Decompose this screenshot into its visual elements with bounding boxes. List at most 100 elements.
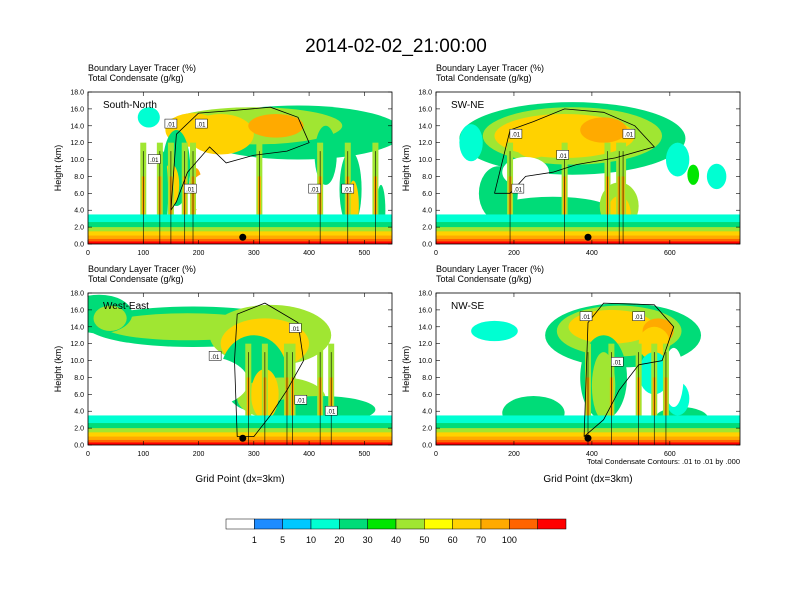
y-tick-label: 12.0 xyxy=(418,140,432,147)
tracer-field-region xyxy=(471,320,518,342)
x-axis-label: Grid Point (dx=3km) xyxy=(543,474,632,485)
contour-label-box xyxy=(509,128,523,139)
contour-label: .01 xyxy=(512,133,521,139)
panel-2: Boundary Layer Tracer (%)Total Condensat… xyxy=(401,63,741,257)
location-marker xyxy=(584,233,592,241)
colorbar: 1 5 10 20 30 40 50 60 70 100 xyxy=(225,518,567,545)
y-tick-label: 4.0 xyxy=(422,208,432,215)
contour-label: .01 xyxy=(310,188,319,194)
x-tick-label: 0 xyxy=(434,451,438,458)
tracer-field-region xyxy=(248,113,304,138)
y-tick-label: 2.0 xyxy=(74,426,84,433)
x-tick-label: 200 xyxy=(508,451,520,458)
y-tick-label: 14.0 xyxy=(70,324,84,331)
contour-label-box xyxy=(164,118,178,129)
y-tick-label: 16.0 xyxy=(418,106,432,113)
boundary-layer-band xyxy=(436,241,740,244)
plot-frame xyxy=(435,91,741,245)
contour-label-box xyxy=(195,118,208,129)
tracer-field-region xyxy=(93,305,127,332)
x-axis-label: Grid Point (dx=3km) xyxy=(195,474,284,485)
y-tick-label: 4.0 xyxy=(74,409,84,416)
tracer-field-region xyxy=(706,163,727,190)
y-tick-label: 18.0 xyxy=(418,291,432,298)
contour-label-box xyxy=(341,183,355,194)
tracer-field-region xyxy=(580,117,627,143)
panel-header-line: Total Condensate (g/kg) xyxy=(88,73,184,83)
colorbar-swatch xyxy=(480,518,510,530)
y-tick-label: 12.0 xyxy=(70,341,84,348)
colorbar-label: 20 xyxy=(334,535,344,545)
x-tick-label: 500 xyxy=(359,451,371,458)
panel-label: NW-SE xyxy=(451,301,484,312)
y-tick-label: 10.0 xyxy=(70,358,84,365)
panels: Boundary Layer Tracer (%)Total Condensat… xyxy=(53,63,741,485)
boundary-layer-band xyxy=(88,241,392,244)
y-axis-label: Height (km) xyxy=(401,145,411,192)
panel-header-line: Boundary Layer Tracer (%) xyxy=(436,63,544,73)
contour-label-box xyxy=(579,311,593,321)
tracer-field-region xyxy=(513,127,553,158)
y-tick-label: 6.0 xyxy=(74,392,84,399)
colorbar-label: 10 xyxy=(306,535,316,545)
y-tick-label: 2.0 xyxy=(422,225,432,232)
tracer-field-region xyxy=(687,164,700,185)
y-tick-label: 10.0 xyxy=(418,358,432,365)
contour-label: .01 xyxy=(150,158,159,164)
contour-label-box xyxy=(148,154,161,164)
x-tick-label: 0 xyxy=(434,250,438,257)
contour-label-box xyxy=(610,356,624,367)
colorbar-swatch xyxy=(424,518,453,530)
panel-4: Boundary Layer Tracer (%)Total Condensat… xyxy=(401,264,741,485)
panel-header-line: Boundary Layer Tracer (%) xyxy=(436,264,544,274)
contour-label-box xyxy=(632,311,645,321)
x-tick-label: 600 xyxy=(664,451,676,458)
location-marker xyxy=(239,434,247,442)
panel-label: SW-NE xyxy=(451,100,484,111)
x-tick-label: 500 xyxy=(359,250,371,257)
x-tick-label: 300 xyxy=(248,451,260,458)
colorbar-label: 50 xyxy=(419,535,429,545)
contour-label: .01 xyxy=(625,133,634,139)
y-tick-label: 4.0 xyxy=(422,409,432,416)
colorbar-swatch xyxy=(225,518,255,530)
panel-1: Boundary Layer Tracer (%)Total Condensat… xyxy=(53,63,393,257)
y-tick-label: 18.0 xyxy=(70,90,84,97)
contour-label-box xyxy=(184,183,197,194)
y-tick-label: 6.0 xyxy=(422,191,432,198)
location-marker xyxy=(584,434,592,442)
y-tick-label: 0.0 xyxy=(422,443,432,450)
x-tick-label: 300 xyxy=(248,250,260,257)
y-tick-label: 6.0 xyxy=(422,392,432,399)
contour-label-box xyxy=(556,150,569,160)
colorbar-label: 60 xyxy=(448,535,458,545)
colorbar-label: 30 xyxy=(363,535,373,545)
colorbar-swatch xyxy=(452,518,482,530)
panel-header-line: Total Condensate (g/kg) xyxy=(436,274,532,284)
y-tick-label: 8.0 xyxy=(74,375,84,382)
y-tick-label: 0.0 xyxy=(422,242,432,249)
contour-label: .01 xyxy=(327,410,336,416)
y-tick-label: 0.0 xyxy=(74,443,84,450)
contour-label-box xyxy=(511,183,525,194)
clear-air-region xyxy=(159,356,249,407)
clear-air-region xyxy=(187,168,265,219)
x-tick-label: 200 xyxy=(193,250,205,257)
x-tick-label: 200 xyxy=(508,250,520,257)
panel-header-line: Total Condensate (g/kg) xyxy=(88,274,184,284)
contour-label-box xyxy=(324,405,338,416)
colorbar-swatch xyxy=(310,518,340,530)
colorbar-swatch xyxy=(537,518,567,530)
contour-label: .01 xyxy=(186,188,195,194)
y-tick-label: 16.0 xyxy=(418,307,432,314)
y-axis-label: Height (km) xyxy=(53,145,63,192)
location-marker xyxy=(239,233,247,241)
contour-label: .01 xyxy=(634,315,643,321)
y-tick-label: 18.0 xyxy=(418,90,432,97)
contour-label: .01 xyxy=(197,123,206,129)
colorbar-swatch xyxy=(367,518,397,530)
plot-area xyxy=(436,92,740,244)
contour-label: .01 xyxy=(582,315,591,321)
x-tick-label: 100 xyxy=(137,250,149,257)
